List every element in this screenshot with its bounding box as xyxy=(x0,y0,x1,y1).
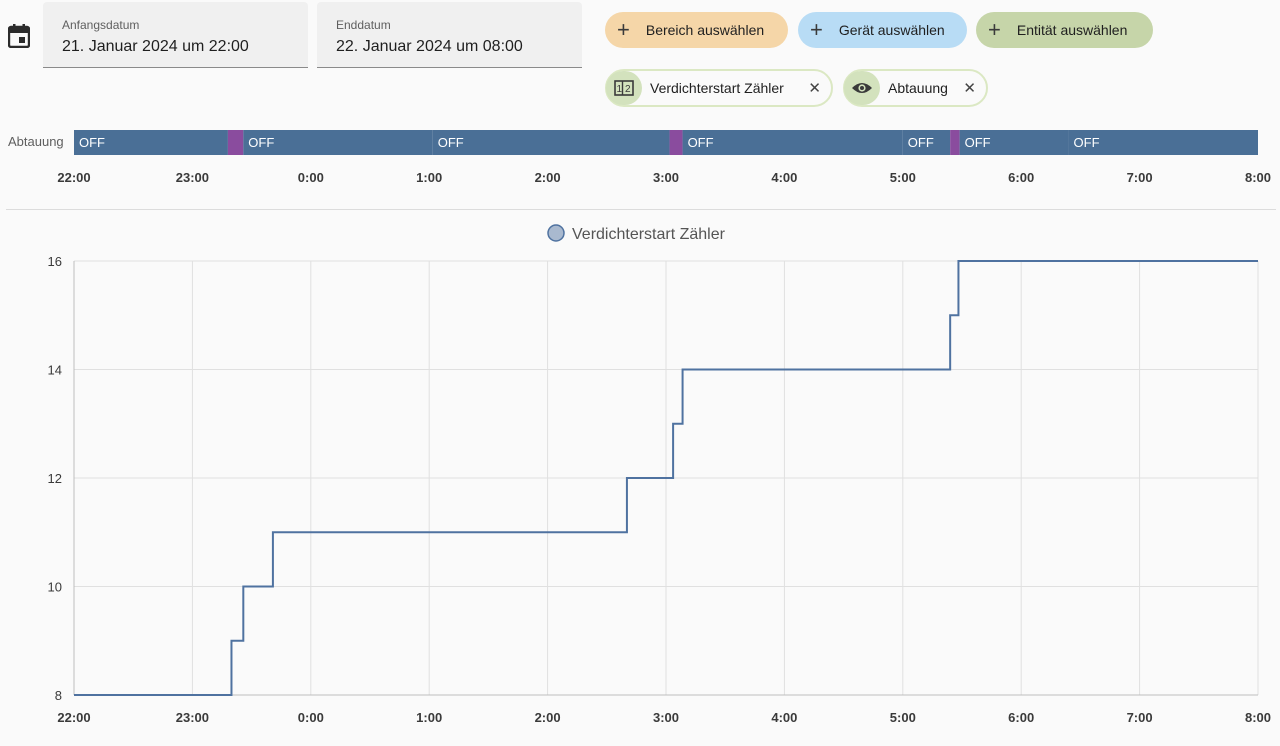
end-date-field[interactable]: Enddatum 22. Januar 2024 um 08:00 xyxy=(317,2,582,68)
series-line xyxy=(74,260,1258,696)
y-tick-label: 12 xyxy=(48,471,62,486)
start-date-label: Anfangsdatum xyxy=(62,18,140,32)
legend-label: Verdichterstart Zähler xyxy=(572,226,726,243)
add-area-button[interactable]: + Bereich auswählen xyxy=(605,12,788,48)
x-tick-label: 4:00 xyxy=(771,710,797,725)
selected-entity-chip[interactable]: Abtauung ✕ xyxy=(843,69,988,107)
eye-icon xyxy=(844,71,880,105)
x-tick-label: 3:00 xyxy=(653,710,679,725)
selected-entity-chip[interactable]: 1 2 Verdichterstart Zähler ✕ xyxy=(605,69,833,107)
y-tick-label: 16 xyxy=(48,254,62,269)
x-tick-label: 1:00 xyxy=(416,710,442,725)
close-icon[interactable]: ✕ xyxy=(808,80,821,97)
x-tick-label: 2:00 xyxy=(535,710,561,725)
add-entity-button[interactable]: + Entität auswählen xyxy=(976,12,1153,48)
selected-entity-label: Verdichterstart Zähler xyxy=(650,80,784,96)
x-tick-label: 22:00 xyxy=(57,710,90,725)
divider xyxy=(6,209,1276,210)
legend-swatch xyxy=(547,224,565,242)
plus-icon: + xyxy=(617,17,630,42)
add-device-button[interactable]: + Gerät auswählen xyxy=(798,12,967,48)
close-icon[interactable]: ✕ xyxy=(963,80,976,97)
plus-icon: + xyxy=(988,17,1001,42)
svg-text:2: 2 xyxy=(625,84,631,95)
y-tick-label: 10 xyxy=(48,580,62,595)
svg-text:1: 1 xyxy=(617,84,623,95)
start-date-field[interactable]: Anfangsdatum 21. Januar 2024 um 22:00 xyxy=(43,2,308,68)
calendar-icon[interactable] xyxy=(7,24,31,49)
add-device-label: Gerät auswählen xyxy=(838,22,945,38)
add-area-label: Bereich auswählen xyxy=(645,22,765,38)
y-tick-label: 14 xyxy=(48,363,62,378)
end-date-value: 22. Januar 2024 um 08:00 xyxy=(336,38,523,55)
add-entity-label: Entität auswählen xyxy=(1016,22,1128,38)
x-tick-label: 0:00 xyxy=(298,710,324,725)
y-tick-label: 8 xyxy=(55,688,62,703)
timeline-entity-label: Abtauung xyxy=(8,134,64,149)
x-tick-label: 5:00 xyxy=(890,710,916,725)
x-tick-label: 6:00 xyxy=(1008,710,1034,725)
counter-icon: 1 2 xyxy=(606,71,642,105)
end-date-label: Enddatum xyxy=(336,18,391,32)
x-tick-label: 7:00 xyxy=(1127,710,1153,725)
plus-icon: + xyxy=(810,17,823,42)
selected-entity-label: Abtauung xyxy=(888,80,948,96)
start-date-value: 21. Januar 2024 um 22:00 xyxy=(62,38,249,55)
x-tick-label: 23:00 xyxy=(176,710,209,725)
x-tick-label: 8:00 xyxy=(1245,710,1271,725)
